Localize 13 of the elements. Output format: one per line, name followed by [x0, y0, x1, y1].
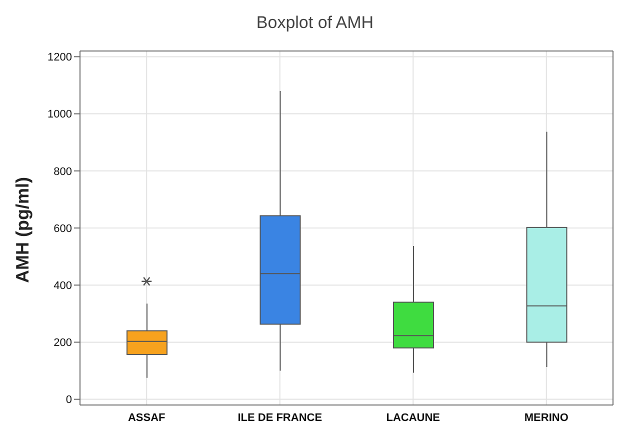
y-tick-label: 400	[54, 280, 72, 292]
y-tick-label: 600	[54, 222, 72, 235]
x-tick-label: LACAUNE	[386, 412, 440, 424]
y-tick-label: 800	[54, 166, 72, 178]
x-tick-label: ASSAF	[128, 412, 166, 424]
x-tick-label: MERINO	[524, 412, 569, 424]
y-tick-label: 200	[54, 337, 72, 350]
chart-title: Boxplot of AMH	[255, 12, 375, 34]
y-axis-title: AMH (pg/ml)	[12, 177, 32, 283]
y-tick-label: 0	[66, 394, 72, 406]
y-tick-label: 1000	[48, 108, 72, 121]
y-tick-label: 1200	[48, 52, 72, 64]
x-tick-label: ILE DE FRANCE	[238, 412, 322, 424]
